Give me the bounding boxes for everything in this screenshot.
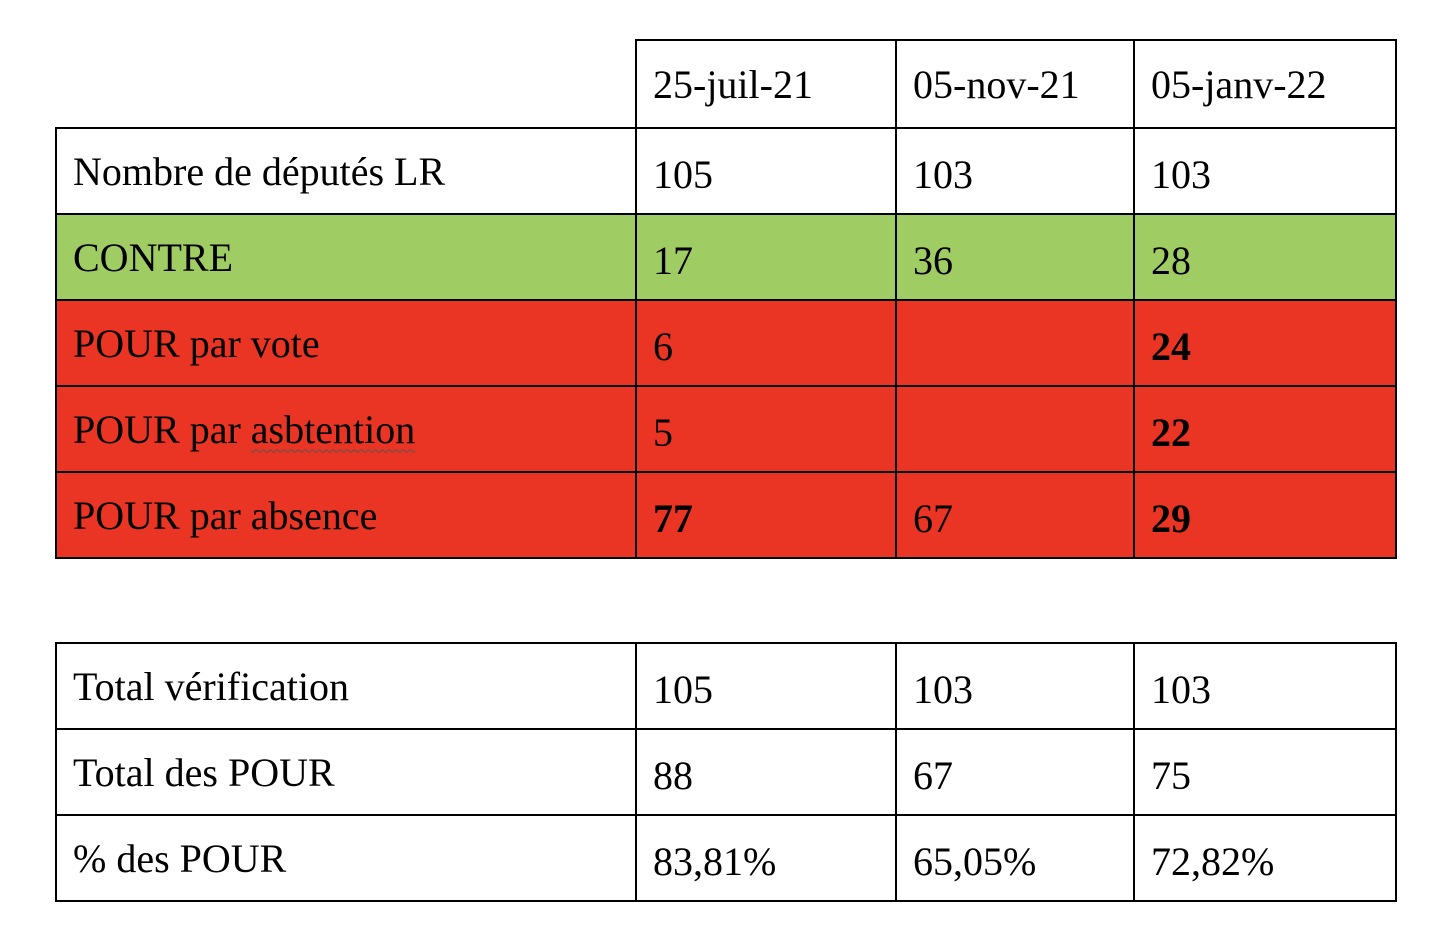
percent-pour-row: % des POUR 83,81% 65,05% 72,82% [55,814,1397,902]
empty-corner-cell [56,40,636,128]
value-cell: 67 [895,728,1135,816]
pour-absence-row: POUR par absence 77 67 29 [55,471,1397,559]
row-label-word: absence [250,492,378,538]
value-cell: 67 [895,471,1135,559]
deputes-count-row: Nombre de députés LR 105 103 103 [55,127,1397,215]
date-header-cell: 05-janv-22 [1133,39,1397,129]
value-cell [895,385,1135,473]
value-cell: 75 [1133,728,1397,816]
row-label-prefix: POUR par [73,492,251,538]
row-label-word: vote [250,320,320,366]
pour-abstention-row: POUR par asbtention 5 22 [55,385,1397,473]
value-cell: 103 [1133,127,1397,215]
value-cell: 103 [895,642,1135,730]
row-label: POUR par asbtention [55,385,637,473]
date-header-cell: 25-juil-21 [635,39,897,129]
value-cell: 88 [635,728,897,816]
misspelled-word: asbtention [250,406,416,452]
row-label-prefix: POUR par [73,406,251,452]
value-cell: 103 [895,127,1135,215]
row-label: Total des POUR [55,728,637,816]
value-cell: 22 [1133,385,1397,473]
header-row: 25-juil-21 05-nov-21 05-janv-22 [56,39,1397,129]
value-cell: 17 [635,213,897,301]
value-cell: 24 [1133,299,1397,387]
value-cell: 6 [635,299,897,387]
row-label: CONTRE [55,213,637,301]
value-cell: 77 [635,471,897,559]
value-cell: 72,82% [1133,814,1397,902]
value-cell: 105 [635,127,897,215]
value-cell: 29 [1133,471,1397,559]
row-label: Total vérification [55,642,637,730]
value-cell: 5 [635,385,897,473]
total-verification-row: Total vérification 105 103 103 [55,642,1397,730]
row-label: % des POUR [55,814,637,902]
total-pour-row: Total des POUR 88 67 75 [55,728,1397,816]
pour-vote-row: POUR par vote 6 24 [55,299,1397,387]
summary-table: Total vérification 105 103 103 Total des… [55,642,1397,902]
value-cell: 105 [635,642,897,730]
date-header-cell: 05-nov-21 [895,39,1135,129]
row-label-prefix: POUR par [73,320,251,366]
value-cell: 28 [1133,213,1397,301]
value-cell [895,299,1135,387]
row-label: Nombre de députés LR [55,127,637,215]
row-label: POUR par vote [55,299,637,387]
value-cell: 65,05% [895,814,1135,902]
value-cell: 83,81% [635,814,897,902]
value-cell: 103 [1133,642,1397,730]
votes-table: 25-juil-21 05-nov-21 05-janv-22 Nombre d… [55,39,1397,559]
row-label: POUR par absence [55,471,637,559]
value-cell: 36 [895,213,1135,301]
contre-row: CONTRE 17 36 28 [55,213,1397,301]
